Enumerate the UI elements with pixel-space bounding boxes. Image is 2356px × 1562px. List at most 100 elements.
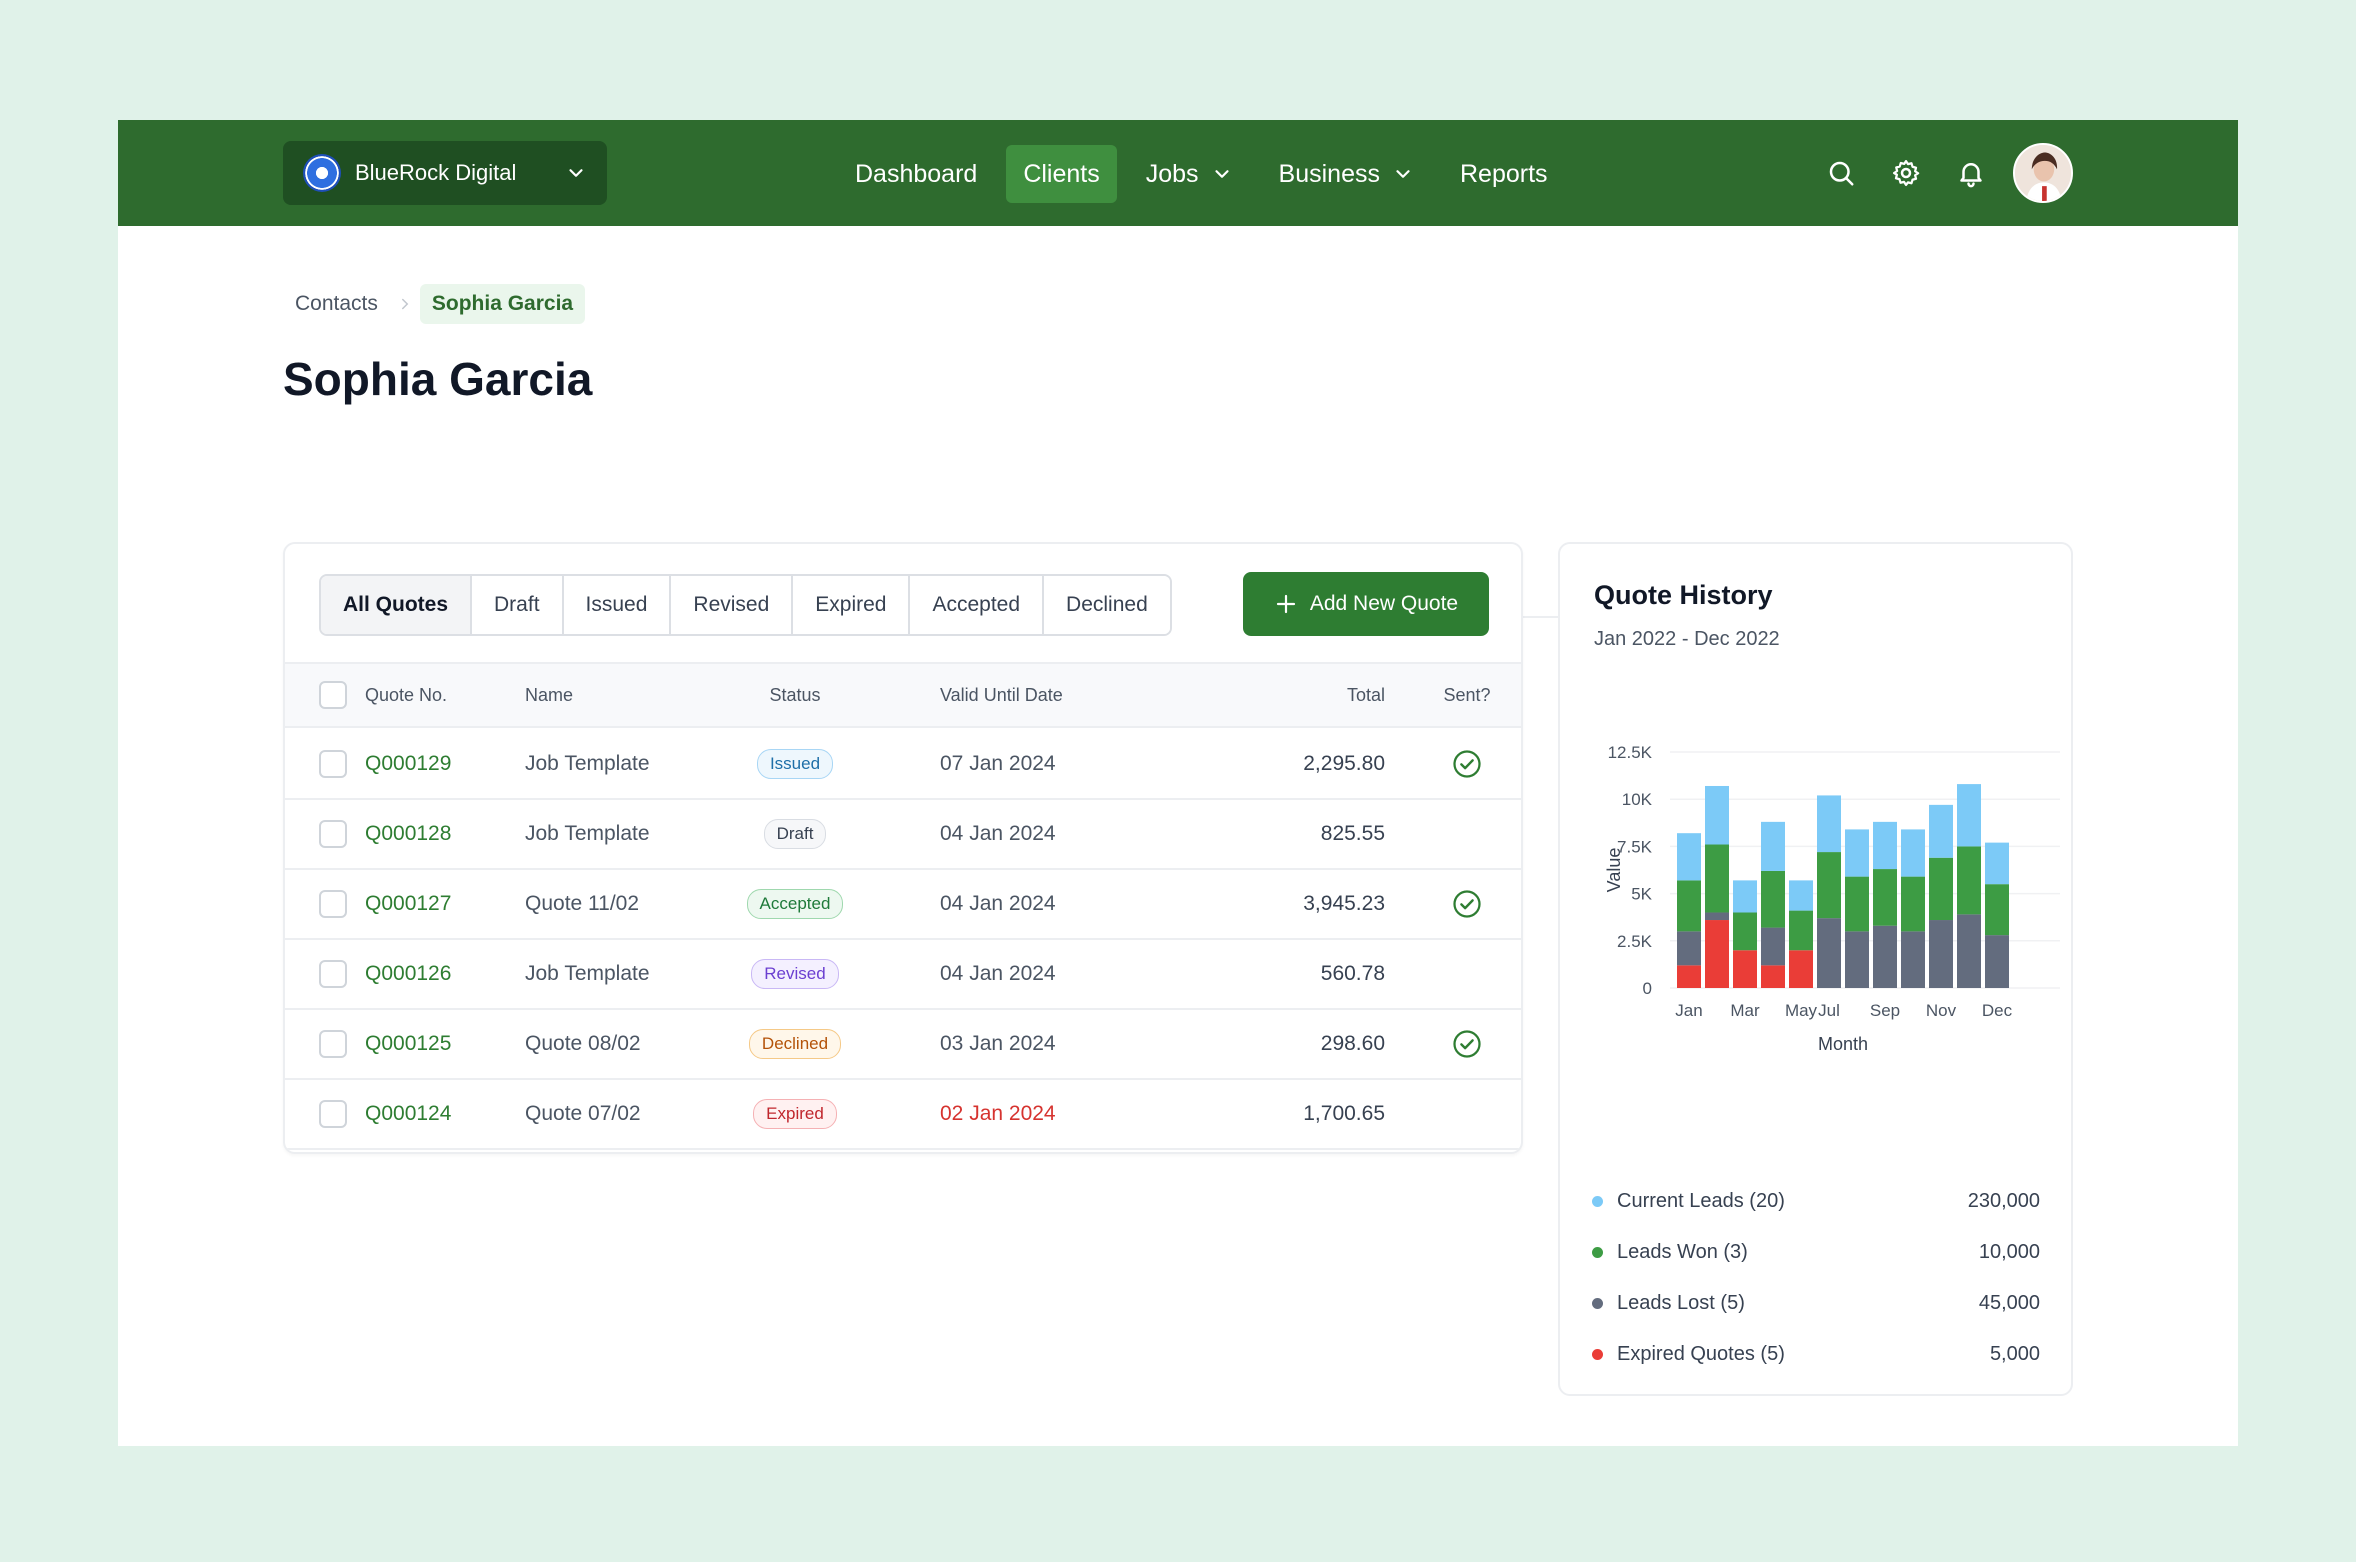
filter-accepted[interactable]: Accepted xyxy=(910,576,1045,634)
gear-icon[interactable] xyxy=(1883,150,1929,196)
quote-history-card: Quote History Jan 2022 - Dec 2022 0 2.5K 5… xyxy=(1558,542,2073,1396)
legend-label: Current Leads (20) xyxy=(1617,1190,1785,1212)
chart-legend: Current Leads (20) 230,000 Leads Won (3) 10… xyxy=(1592,1176,2040,1380)
org-switcher[interactable]: BlueRock Digital xyxy=(283,141,607,205)
nav-item-reports[interactable]: Reports xyxy=(1443,145,1565,203)
table-row[interactable]: Q000124 Quote 07/02 Expired 02 Jan 2024 1,70… xyxy=(285,1080,1521,1150)
legend-value: 5,000 xyxy=(1989,1343,2040,1365)
quote-name: Quote 07/02 xyxy=(525,1102,641,1125)
quote-number-link[interactable]: Q000127 xyxy=(365,892,452,915)
nav-item-label: Clients xyxy=(1023,159,1100,188)
nav-item-business[interactable]: Business xyxy=(1262,145,1431,203)
bar-leads-won-may xyxy=(1789,910,1813,951)
select-all-checkbox[interactable] xyxy=(319,681,347,709)
table-row[interactable]: Q000127 Quote 11/02 Accepted 04 Jan 2024 3,9… xyxy=(285,870,1521,940)
col-status[interactable]: Status xyxy=(769,684,821,705)
add-new-quote-button[interactable]: Add New Quote xyxy=(1243,572,1489,636)
valid-until-date: 02 Jan 2024 xyxy=(940,1102,1056,1125)
legend-label: Leads Lost (5) xyxy=(1617,1292,1745,1314)
nav-item-clients[interactable]: Clients xyxy=(1006,145,1117,203)
table-row[interactable]: Q000128 Job Template Draft 04 Jan 2024 825.5… xyxy=(285,800,1521,870)
bar-leads-lost-aug xyxy=(1873,925,1897,988)
table-row[interactable]: Q000126 Job Template Revised 04 Jan 2024 560… xyxy=(285,940,1521,1010)
chart-date-range: Jan 2022 - Dec 2022 xyxy=(1594,628,1780,650)
quote-number-link[interactable]: Q000129 xyxy=(365,752,452,775)
bar-leads-won-oct xyxy=(1929,857,1953,921)
bar-current-leads-jan xyxy=(1677,833,1701,881)
chevron-down-icon xyxy=(1396,170,1410,178)
user-avatar[interactable] xyxy=(2013,143,2073,203)
col-valid-until[interactable]: Valid Until Date xyxy=(940,684,1063,705)
col-sent[interactable]: Sent? xyxy=(1443,684,1491,705)
bar-current-leads-apr xyxy=(1761,821,1785,871)
plus-icon xyxy=(1276,594,1295,614)
col-quote-no[interactable]: Quote No. xyxy=(365,684,448,705)
nav-item-label: Dashboard xyxy=(855,159,978,188)
row-checkbox[interactable] xyxy=(319,890,347,918)
bar-expired-quotes-mar xyxy=(1733,950,1757,988)
breadcrumb: Contacts Sophia Garcia xyxy=(283,284,586,324)
legend-label: Expired Quotes (5) xyxy=(1617,1343,1785,1365)
bar-current-leads-nov xyxy=(1957,784,1981,847)
bar-current-leads-oct xyxy=(1929,804,1953,858)
filter-declined[interactable]: Declined xyxy=(1044,576,1170,634)
legend-value: 10,000 xyxy=(1978,1241,2040,1263)
quote-number-link[interactable]: Q000128 xyxy=(365,822,452,845)
filter-expired[interactable]: Expired xyxy=(793,576,911,634)
filter-draft[interactable]: Draft xyxy=(472,576,564,634)
filter-all-quotes[interactable]: All Quotes xyxy=(321,576,473,634)
chevron-down-icon xyxy=(1214,170,1229,178)
nav-item-jobs[interactable]: Jobs xyxy=(1129,145,1250,203)
x-tick-label: Mar xyxy=(1730,1001,1760,1020)
y-axis-label: Value xyxy=(1604,848,1624,893)
org-name: BlueRock Digital xyxy=(355,160,517,185)
valid-until-date: 04 Jan 2024 xyxy=(940,962,1056,985)
col-name[interactable]: Name xyxy=(525,684,574,705)
quote-history-chart: 0 2.5K 5K 7.5K 10K 12.5K Jan Mar May Jul Sep Nov Dec… xyxy=(1604,743,2060,1054)
row-checkbox[interactable] xyxy=(319,750,347,778)
bar-expired-quotes-jan xyxy=(1677,965,1701,988)
x-axis-label: Month xyxy=(1818,1034,1868,1054)
quote-name: Quote 08/02 xyxy=(525,1032,641,1055)
breadcrumb-current: Sophia Garcia xyxy=(419,284,586,324)
filter-issued[interactable]: Issued xyxy=(563,576,672,634)
top-navigation: BlueRock Digital Dashboard Clients Jobs Bus… xyxy=(118,120,2238,226)
quote-number-link[interactable]: Q000125 xyxy=(365,1032,452,1055)
table-row[interactable]: Q000129 Job Template Issued 07 Jan 2024 2,29… xyxy=(285,730,1521,800)
bar-current-leads-mar xyxy=(1733,880,1757,913)
row-checkbox[interactable] xyxy=(319,960,347,988)
filter-revised[interactable]: Revised xyxy=(671,576,794,634)
bar-current-leads-sep xyxy=(1901,829,1925,877)
valid-until-date: 07 Jan 2024 xyxy=(940,752,1056,775)
quote-name: Job Template xyxy=(525,752,650,775)
quote-number-link[interactable]: Q000124 xyxy=(365,1102,452,1125)
x-tick-label: Sep xyxy=(1870,1001,1900,1020)
row-checkbox[interactable] xyxy=(319,1030,347,1058)
legend-item-current-leads-20: Current Leads (20) 230,000 xyxy=(1592,1176,2040,1227)
bar-leads-lost-jun xyxy=(1817,918,1841,988)
bar-leads-won-jul xyxy=(1845,876,1869,932)
legend-dot-icon xyxy=(1592,1196,1603,1207)
x-tick-label: Jul xyxy=(1818,1001,1840,1020)
table-row[interactable]: Q000125 Quote 08/02 Declined 03 Jan 2024 298… xyxy=(285,1010,1521,1080)
status-badge: Revised xyxy=(751,959,839,989)
col-total[interactable]: Total xyxy=(1346,684,1385,705)
quote-number-link[interactable]: Q000126 xyxy=(365,962,452,985)
bell-icon[interactable] xyxy=(1948,150,1994,196)
row-checkbox[interactable] xyxy=(319,820,347,848)
legend-dot-icon xyxy=(1592,1298,1603,1309)
row-checkbox[interactable] xyxy=(319,1100,347,1128)
app-window: BlueRock Digital Dashboard Clients Jobs Bus… xyxy=(118,120,2238,1446)
status-badge: Expired xyxy=(753,1099,837,1129)
bar-leads-lost-jul xyxy=(1845,931,1869,988)
bar-leads-won-jan xyxy=(1677,880,1701,932)
nav-item-dashboard[interactable]: Dashboard xyxy=(838,145,994,203)
legend-label: Leads Won (3) xyxy=(1617,1241,1748,1263)
bar-leads-won-nov xyxy=(1957,846,1981,915)
bar-current-leads-dec xyxy=(1985,842,2009,885)
legend-dot-icon xyxy=(1592,1349,1603,1360)
search-icon[interactable] xyxy=(1818,150,1864,196)
y-tick-label: 0 xyxy=(1643,979,1652,998)
breadcrumb-contacts[interactable]: Contacts xyxy=(295,292,378,315)
legend-dot-icon xyxy=(1592,1247,1603,1258)
